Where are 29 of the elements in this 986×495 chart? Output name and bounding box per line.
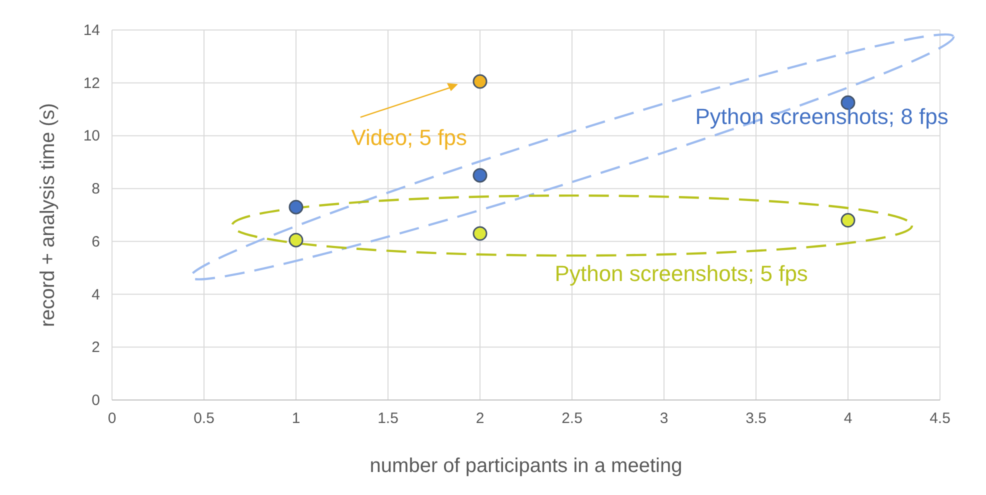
x-tick-label: 4 <box>844 410 852 427</box>
point <box>472 226 488 241</box>
point <box>288 200 304 214</box>
x-tick-label: 4.5 <box>930 410 950 427</box>
x-tick-label: 1 <box>292 410 300 427</box>
x-tick-label: 0.5 <box>194 410 214 427</box>
point <box>472 74 488 89</box>
point <box>472 168 488 183</box>
x-tick-label: 3 <box>660 410 668 427</box>
y-tick-label: 2 <box>92 339 100 356</box>
x-tick-label: 0 <box>108 410 116 427</box>
y-tick-label: 14 <box>83 22 100 39</box>
x-tick-label: 2.5 <box>562 410 582 427</box>
y-tick-label: 6 <box>92 233 100 250</box>
x-axis-title: number of participants in a meeting <box>370 455 682 477</box>
x-tick-label: 3.5 <box>746 410 766 427</box>
y-tick-label: 10 <box>83 128 100 145</box>
legend-label: Video; 5 fps <box>351 124 467 150</box>
text: Python screenshots; 5 fps <box>554 261 808 286</box>
y-tick-label: 8 <box>92 180 100 198</box>
y-tick-label: 12 <box>83 74 100 92</box>
x-tick-label: 2 <box>476 410 484 427</box>
y-axis-title: record + analysis time (s) <box>37 103 59 327</box>
y-tick-label: 0 <box>92 392 100 409</box>
y-tick-label: 4 <box>92 286 100 304</box>
point <box>288 232 304 248</box>
point <box>840 213 856 228</box>
x-tick-label: 1.5 <box>378 410 398 427</box>
series-label: Python screenshots; 8 fps <box>695 104 948 129</box>
